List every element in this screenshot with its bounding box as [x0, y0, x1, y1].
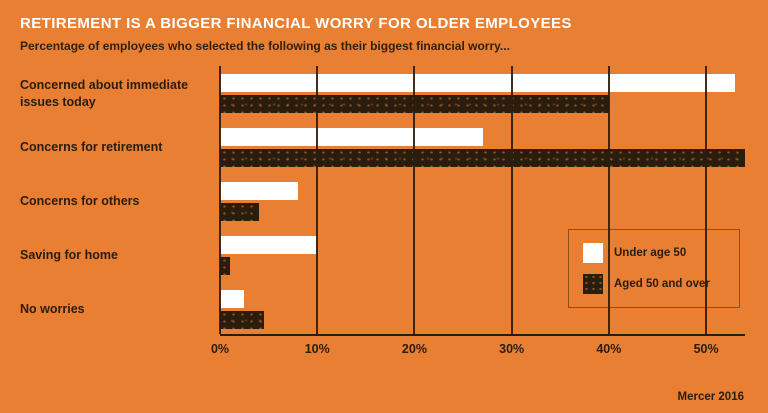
- source-credit: Mercer 2016: [677, 391, 745, 403]
- x-tick-label: 10%: [304, 342, 330, 356]
- category-label: Concerns for retirement: [20, 140, 163, 155]
- bar-group: [220, 74, 745, 113]
- legend-swatch-aged-50-over: [583, 274, 603, 294]
- category-label: Concerns for others: [20, 194, 140, 209]
- category-label: Saving for home: [20, 248, 118, 263]
- chart-row: Saving for home: [20, 236, 745, 275]
- bar-group: [220, 182, 745, 221]
- legend: Under age 50 Aged 50 and over: [568, 229, 740, 308]
- legend-item-under-50: Under age 50: [583, 243, 725, 263]
- x-tick-label: 20%: [401, 342, 427, 356]
- chart-subtitle: Percentage of employees who selected the…: [20, 39, 510, 53]
- header: RETIREMENT IS A BIGGER FINANCIAL WORRY F…: [0, 0, 768, 53]
- bar-under-age-50: [220, 182, 298, 200]
- x-tick-label: 0%: [210, 342, 230, 356]
- bar-aged-50-and-over: [220, 95, 609, 113]
- x-tick-label: 30%: [499, 342, 525, 356]
- legend-item-aged-50-over: Aged 50 and over: [583, 274, 725, 294]
- category-label: No worries: [20, 302, 85, 317]
- x-tick-label: 40%: [596, 342, 622, 356]
- chart-row: Concerned about immediate issues today: [20, 74, 745, 113]
- bar-group: [220, 290, 745, 329]
- chart-row: No worries: [20, 290, 745, 329]
- category-label: Concerned about immediate issues today: [20, 78, 189, 109]
- bar-under-age-50: [220, 128, 483, 146]
- legend-swatch-under-50: [583, 243, 603, 263]
- bar-under-age-50: [220, 236, 318, 254]
- chart-title: RETIREMENT IS A BIGGER FINANCIAL WORRY F…: [20, 15, 572, 32]
- legend-label-under-50: Under age 50: [614, 247, 687, 259]
- chart-row: Concerns for retirement: [20, 128, 745, 167]
- plot-area: Concerned about immediate issues today Co…: [20, 66, 745, 336]
- x-tick-label: 50%: [693, 342, 719, 356]
- bar-aged-50-and-over: [220, 257, 230, 275]
- legend-label-aged-50-over: Aged 50 and over: [614, 278, 710, 290]
- bar-group: [220, 128, 745, 167]
- bar-aged-50-and-over: [220, 149, 745, 167]
- chart-row: Concerns for others: [20, 182, 745, 221]
- bar-under-age-50: [220, 74, 736, 92]
- bar-under-age-50: [220, 290, 245, 308]
- x-axis-tick-labels: 0% 10% 20% 30% 40% 50%: [211, 342, 745, 362]
- bar-aged-50-and-over: [220, 311, 264, 329]
- bar-chart: Concerned about immediate issues today Co…: [20, 66, 745, 362]
- bar-aged-50-and-over: [220, 203, 259, 221]
- bar-group: [220, 236, 745, 275]
